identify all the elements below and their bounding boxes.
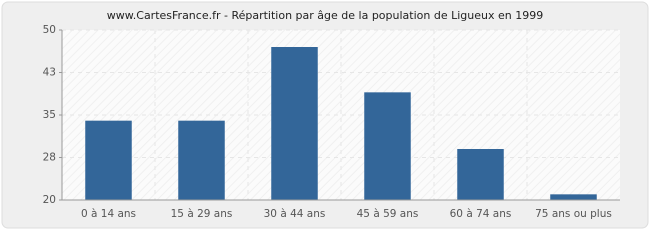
bar bbox=[457, 149, 504, 200]
chart: www.CartesFrance.fr - Répartition par âg… bbox=[0, 0, 650, 230]
bar bbox=[178, 120, 225, 200]
y-tick-label: 28 bbox=[43, 152, 56, 164]
y-tick-label: 43 bbox=[43, 67, 56, 79]
bar bbox=[85, 120, 132, 200]
chart-title: www.CartesFrance.fr - Répartition par âg… bbox=[107, 9, 543, 22]
y-tick-label: 35 bbox=[43, 109, 56, 121]
y-tick-label: 20 bbox=[43, 194, 56, 206]
x-tick-label: 60 à 74 ans bbox=[450, 208, 512, 220]
bar bbox=[271, 47, 318, 200]
x-tick-label: 75 ans ou plus bbox=[535, 208, 612, 220]
x-tick-label: 45 à 59 ans bbox=[357, 208, 419, 220]
bar bbox=[364, 92, 411, 200]
x-tick-label: 30 à 44 ans bbox=[264, 208, 326, 220]
x-tick-label: 15 à 29 ans bbox=[171, 208, 233, 220]
bar bbox=[550, 194, 597, 200]
x-tick-label: 0 à 14 ans bbox=[81, 208, 136, 220]
y-tick-label: 50 bbox=[43, 24, 56, 36]
